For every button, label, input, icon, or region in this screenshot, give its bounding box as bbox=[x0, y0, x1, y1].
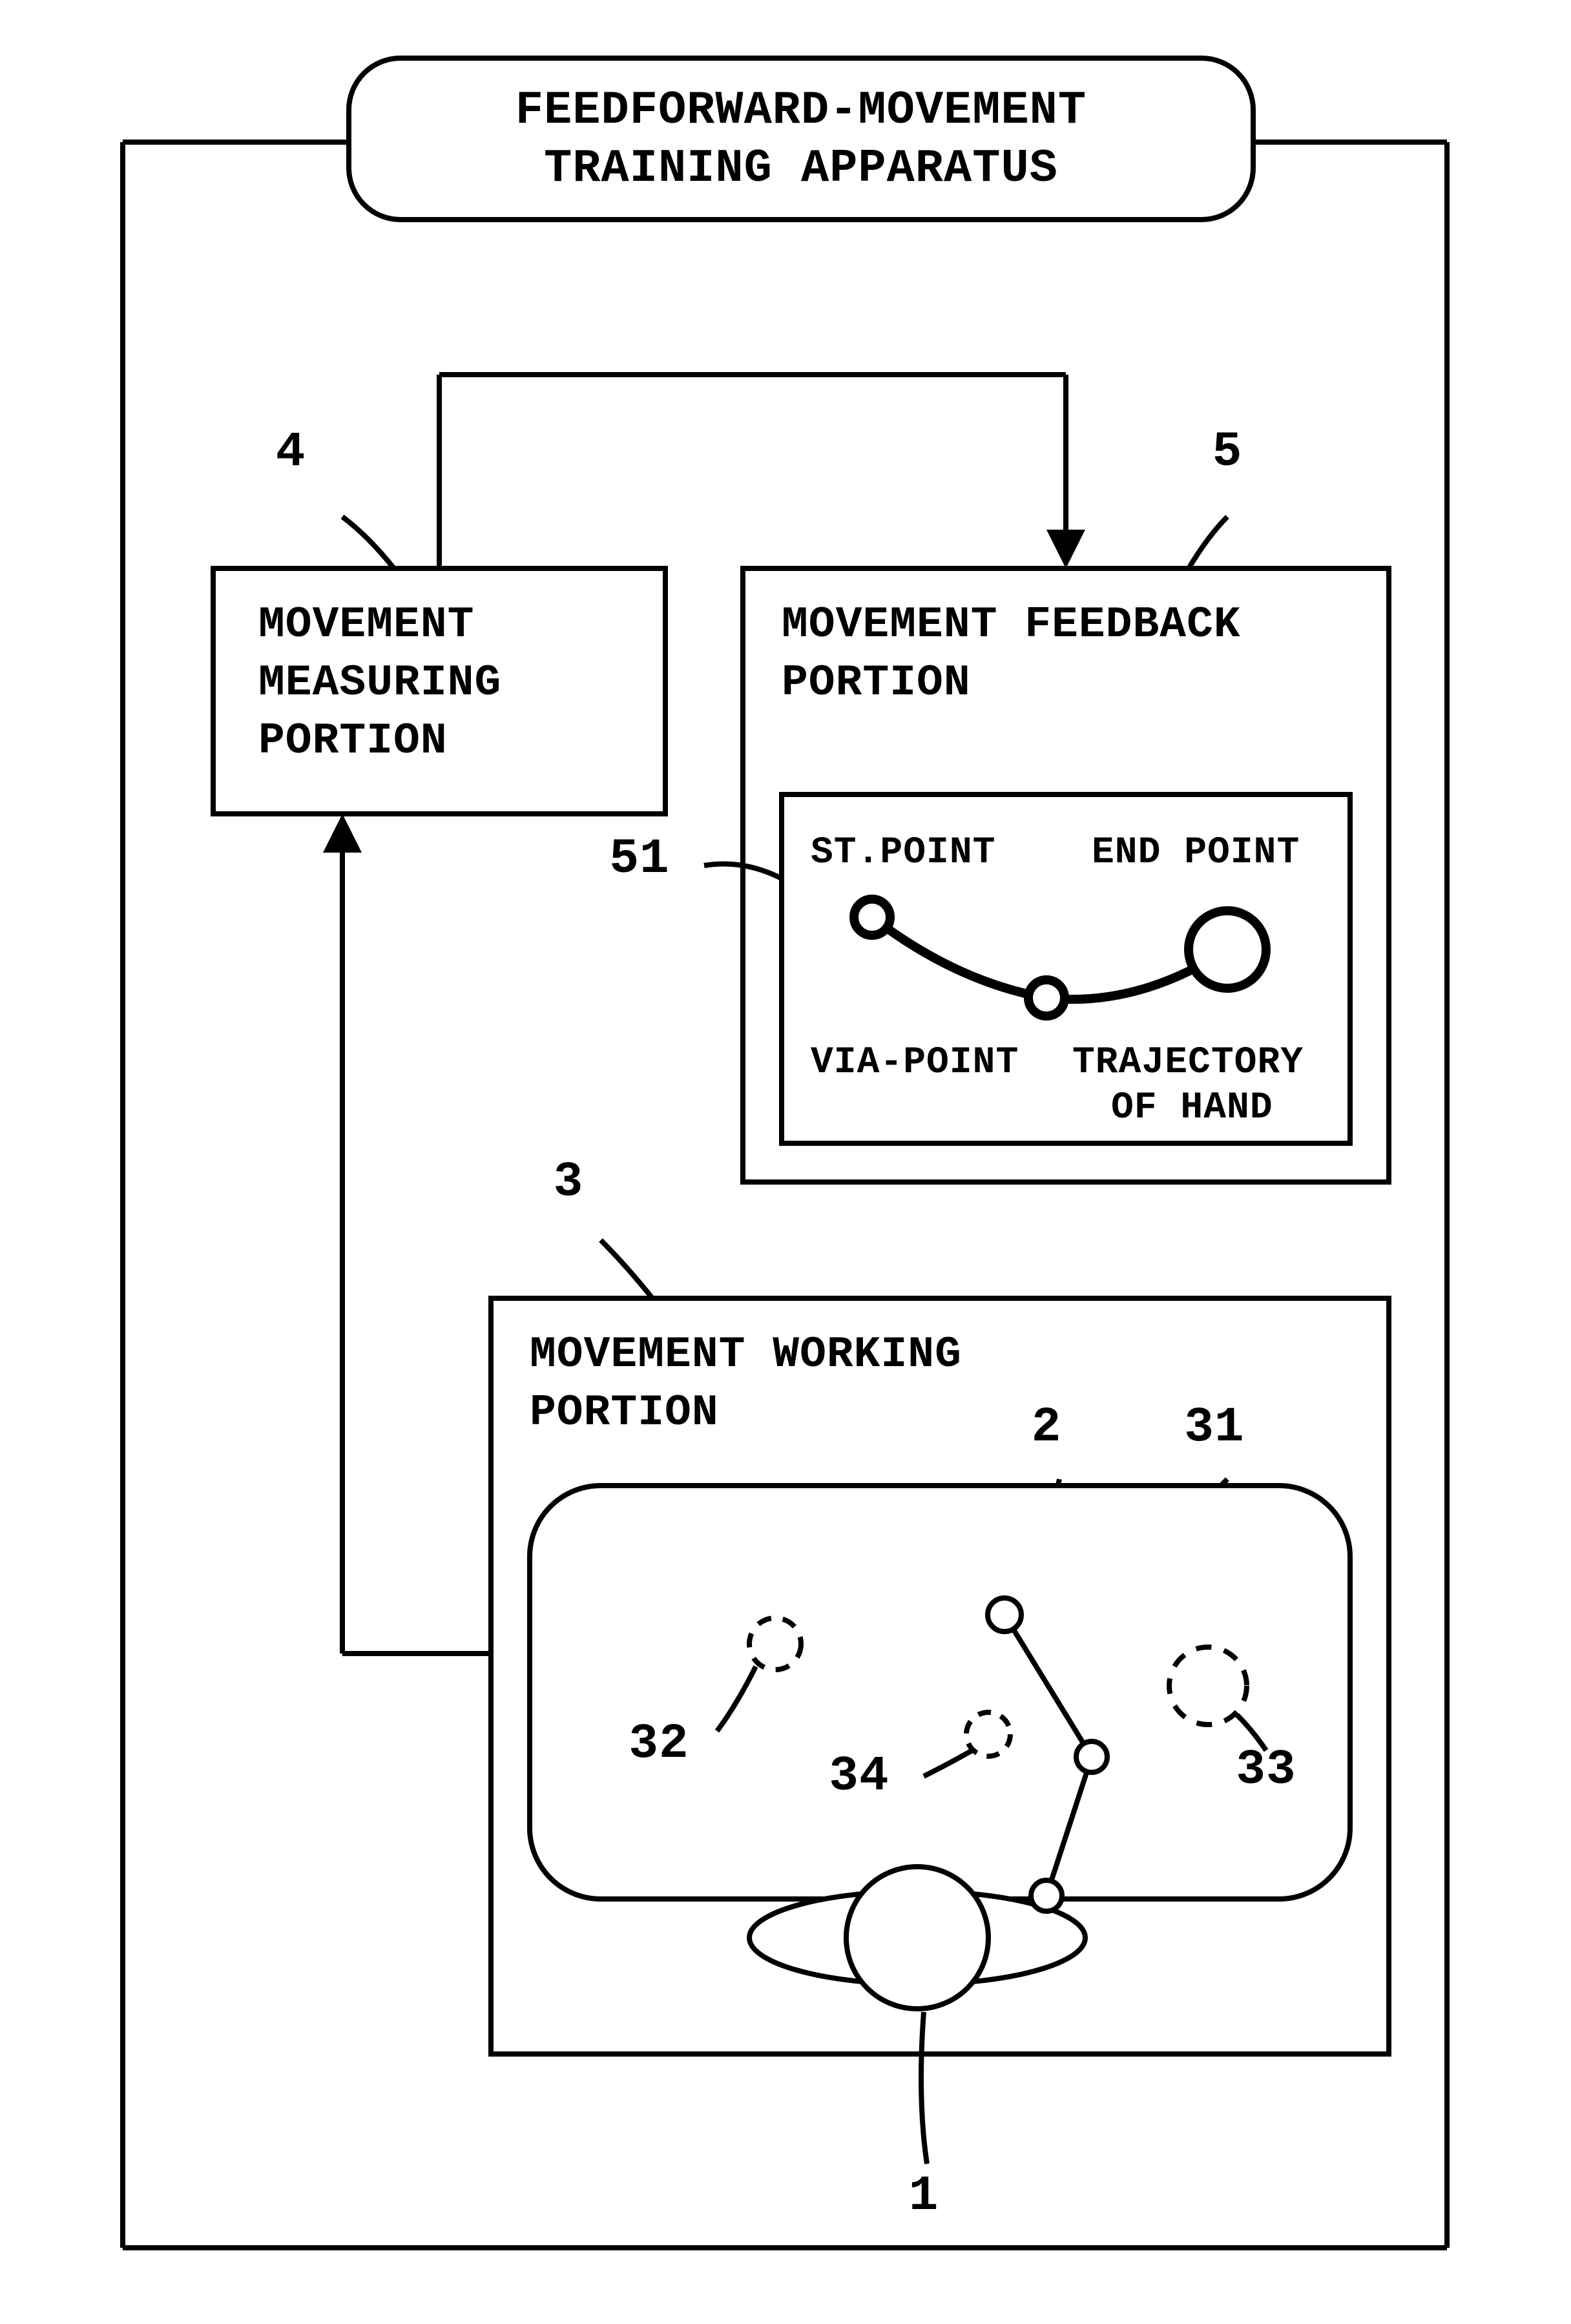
title-line2: TRAINING APPARATUS bbox=[544, 142, 1058, 195]
label-stpoint: ST.POINT bbox=[811, 832, 995, 874]
ref-51: 51 bbox=[609, 831, 669, 887]
human-head bbox=[846, 1867, 988, 2009]
ref-3: 3 bbox=[554, 1154, 584, 1210]
label-endpoint: END POINT bbox=[1092, 832, 1300, 874]
ref-5: 5 bbox=[1212, 424, 1243, 480]
block3-line0: MOVEMENT WORKING bbox=[530, 1330, 962, 1380]
label-traj1: TRAJECTORY bbox=[1072, 1042, 1304, 1084]
title-line1: FEEDFORWARD-MOVEMENT bbox=[515, 84, 1087, 137]
block4-line0: MOVEMENT bbox=[258, 600, 474, 650]
arm-shoulder-joint bbox=[1031, 1880, 1062, 1911]
ref-34: 34 bbox=[829, 1748, 889, 1804]
end-point-circle bbox=[1189, 911, 1266, 988]
block5-line0: MOVEMENT FEEDBACK bbox=[782, 600, 1241, 650]
title-box bbox=[349, 58, 1253, 220]
ref-2: 2 bbox=[1032, 1400, 1062, 1455]
ref-1: 1 bbox=[909, 2168, 939, 2224]
ref-4: 4 bbox=[276, 424, 306, 480]
ref-32: 32 bbox=[629, 1716, 689, 1772]
diagram-canvas: FEEDFORWARD-MOVEMENTTRAINING APPARATUS 4 M… bbox=[0, 0, 1571, 2324]
block4-line1: MEASURING bbox=[258, 658, 501, 708]
label-viapoint: VIA-POINT bbox=[811, 1042, 1019, 1084]
workspace-31 bbox=[530, 1486, 1350, 1899]
via-point-circle bbox=[1028, 980, 1065, 1016]
arm-elbow-joint bbox=[1076, 1741, 1107, 1772]
block5-line1: PORTION bbox=[782, 658, 971, 708]
arm-hand-joint bbox=[988, 1598, 1021, 1632]
label-traj2: OF HAND bbox=[1111, 1087, 1273, 1129]
ref-31: 31 bbox=[1184, 1400, 1244, 1455]
st-point-circle bbox=[854, 899, 890, 935]
block4-line2: PORTION bbox=[258, 716, 448, 766]
block3-line1: PORTION bbox=[530, 1388, 719, 1438]
